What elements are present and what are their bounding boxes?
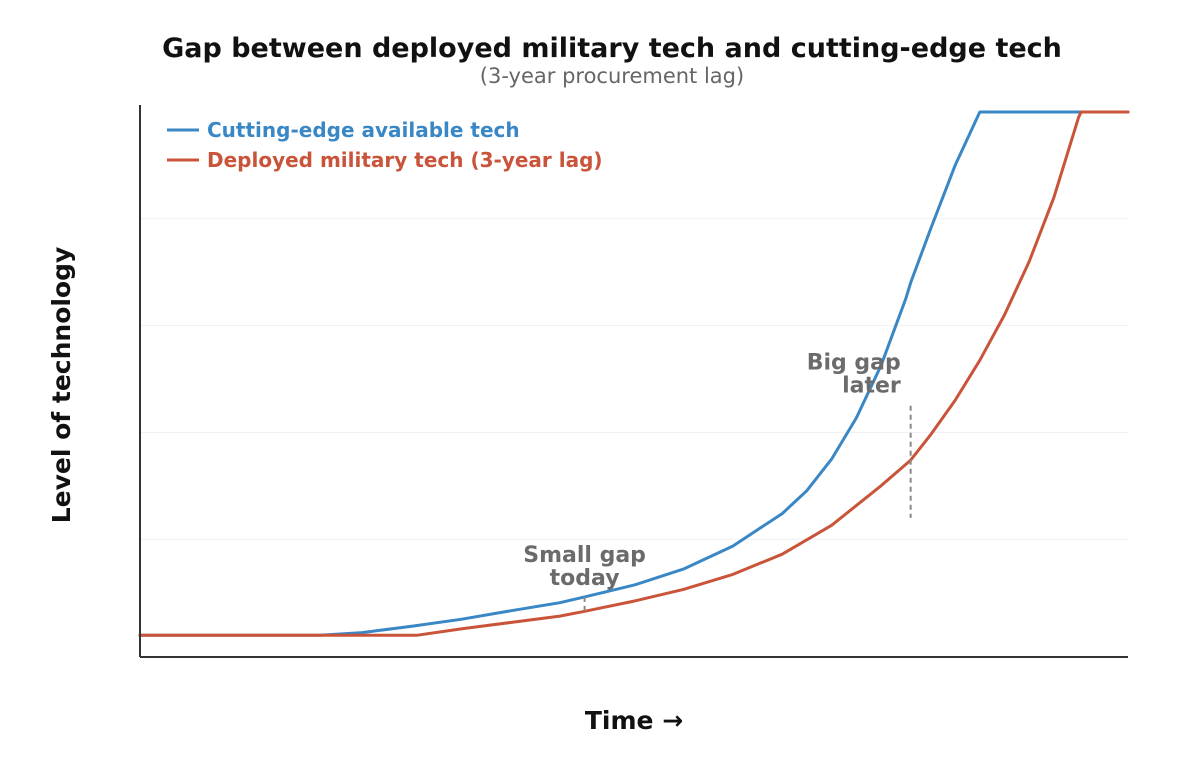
- legend-label-cutting-edge: Cutting-edge available tech: [207, 118, 520, 142]
- annotation-1: Small gap today: [523, 543, 646, 591]
- x-axis-label: Time →: [585, 706, 683, 735]
- chart-title: Gap between deployed military tech and c…: [162, 33, 1062, 64]
- series-line-deployed: [138, 110, 1130, 637]
- annotation-2-line-1: Big gap: [807, 351, 901, 376]
- series-lines: [138, 110, 1130, 637]
- chart-subtitle: (3-year procurement lag): [480, 64, 744, 88]
- annotation-1-line-1: Small gap: [523, 543, 646, 568]
- annotation-2: Big gap later: [807, 351, 901, 399]
- annotations: Small gap today Big gap later: [523, 351, 901, 591]
- annotation-2-line-2: later: [842, 374, 901, 399]
- annotation-1-line-2: today: [550, 566, 620, 591]
- series-line-cutting-edge: [138, 110, 1130, 637]
- gap-markers: [583, 405, 912, 612]
- legend-label-deployed: Deployed military tech (3-year lag): [207, 148, 603, 172]
- grid-lines: [140, 218, 1128, 540]
- y-axis-label: Level of technology: [47, 247, 76, 524]
- legend: Cutting-edge available tech Deployed mil…: [167, 118, 603, 172]
